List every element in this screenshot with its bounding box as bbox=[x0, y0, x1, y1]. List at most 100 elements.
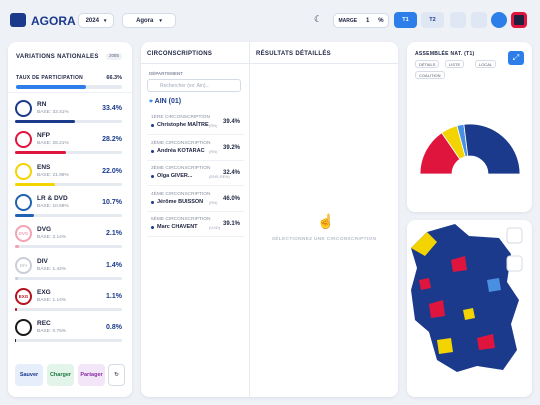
filter-chip[interactable]: LOCAL bbox=[475, 60, 497, 68]
party-base: BASE: 1.14% bbox=[37, 297, 67, 303]
party-track bbox=[15, 276, 122, 280]
item-value: 46.0% bbox=[222, 195, 240, 202]
party-track bbox=[15, 151, 122, 155]
party-logo bbox=[15, 100, 32, 117]
party-value: 10.7% bbox=[102, 198, 122, 206]
party-bar bbox=[15, 276, 18, 280]
candidate-dot bbox=[151, 124, 154, 127]
theme-toggle[interactable]: ☾ bbox=[314, 14, 323, 24]
circonscription-item[interactable]: 5ÈME CIRCONSCRIPTION Marc CHAVENT (UXD) 39.… bbox=[147, 214, 244, 237]
party-name: EXG bbox=[37, 288, 51, 296]
item-label: 5ÈME CIRCONSCRIPTION bbox=[151, 217, 211, 222]
circonscription-item[interactable]: 4ÈME CIRCONSCRIPTION Jérôme BUISSON (RN) 46… bbox=[147, 189, 244, 212]
party-value: 1.1% bbox=[106, 292, 122, 300]
year-select[interactable]: 2024 ▾ bbox=[78, 13, 114, 28]
party-base: BASE: 10.68% bbox=[37, 203, 69, 209]
party-logo: EXG bbox=[15, 287, 32, 305]
map-region bbox=[419, 278, 431, 290]
filter-chip[interactable]: COALITION bbox=[415, 71, 445, 79]
margin-value[interactable]: 1 bbox=[365, 17, 370, 24]
badge: 2085 bbox=[106, 53, 123, 60]
party-name: NFP bbox=[37, 132, 50, 140]
hemicycle bbox=[419, 123, 521, 175]
load-button[interactable]: Charger bbox=[47, 364, 74, 386]
map-panel bbox=[407, 220, 532, 397]
department-name: ⌖ AIN (01) bbox=[149, 98, 182, 105]
search-placeholder: Rechercher (ex: Ain)... bbox=[160, 83, 210, 89]
party-base: BASE: 21.98% bbox=[37, 172, 69, 178]
candidate-name: Andréa KOTARAC bbox=[157, 147, 205, 154]
item-value: 39.2% bbox=[222, 144, 240, 151]
party-name: ENS bbox=[37, 163, 51, 171]
party-track bbox=[15, 307, 122, 311]
round1-button[interactable]: T1 bbox=[394, 12, 417, 28]
map-region bbox=[411, 232, 437, 256]
party-value: 1.4% bbox=[106, 261, 122, 269]
party-value: 22.0% bbox=[102, 167, 122, 175]
hand-icon: ☝ bbox=[317, 213, 335, 229]
circonscription-item[interactable]: 1ÈRE CIRCONSCRIPTION Christophe MAÎTRE (RN… bbox=[147, 112, 244, 135]
party-name: RN bbox=[37, 101, 47, 108]
map-region bbox=[477, 334, 495, 350]
party-value: 28.2% bbox=[102, 136, 122, 144]
filter-chip[interactable]: DÉTAILS bbox=[415, 60, 440, 68]
column-divider bbox=[249, 42, 250, 397]
candidate-name: Marc CHAVENT bbox=[157, 224, 198, 230]
map bbox=[411, 224, 523, 372]
department-text: AIN (01) bbox=[154, 98, 182, 105]
candidate-name: Olga GIVER... bbox=[157, 173, 193, 179]
help-button[interactable] bbox=[491, 12, 507, 28]
party-name: LR & DVD bbox=[37, 194, 68, 202]
logo-text: AGORA bbox=[31, 14, 76, 28]
circonscription-item[interactable]: 3ÈME CIRCONSCRIPTION Olga GIVER... (ENS-RE… bbox=[147, 163, 244, 186]
candidate-name: Christophe MAÎTRE bbox=[157, 122, 209, 128]
screen-button[interactable] bbox=[511, 12, 527, 28]
party-track bbox=[15, 213, 122, 217]
reset-button[interactable]: ↻ bbox=[108, 364, 125, 386]
chips: DÉTAILS LISTE LOCAL COALITION bbox=[415, 60, 507, 84]
save-button[interactable]: Sauver bbox=[15, 364, 43, 386]
left-panel: VARIATIONS NATIONALES 2085 TAUX DE PARTI… bbox=[8, 42, 132, 397]
party-logo bbox=[15, 319, 32, 337]
item-label: 1ÈRE CIRCONSCRIPTION bbox=[151, 115, 210, 120]
party-name: REC bbox=[37, 320, 51, 328]
margin-box: MARGE 1% bbox=[333, 13, 389, 28]
item-value: 32.4% bbox=[222, 170, 240, 176]
round2-button[interactable]: T2 bbox=[421, 12, 444, 28]
circonscription-item[interactable]: 2ÈME CIRCONSCRIPTION Andréa KOTARAC (RN) 39… bbox=[147, 138, 244, 161]
hemicycle-segment bbox=[463, 123, 521, 175]
party-value: 33.4% bbox=[102, 105, 122, 112]
candidate-dot bbox=[151, 200, 154, 204]
item-label: 3ÈME CIRCONSCRIPTION bbox=[151, 166, 211, 171]
party-track bbox=[15, 339, 122, 343]
assembly-title: ASSEMBLÉE NAT. (T1) bbox=[415, 51, 475, 57]
participation-bar bbox=[16, 85, 87, 89]
expand-button[interactable]: ⤢ bbox=[508, 51, 524, 65]
candidate-name: Jérôme BUISSON bbox=[157, 198, 204, 205]
party-base: BASE: 1.42% bbox=[37, 266, 67, 272]
party-base: BASE: 2.14% bbox=[37, 235, 67, 241]
department-label: DÉPARTEMENT bbox=[149, 71, 183, 76]
party-logo bbox=[15, 193, 32, 211]
share-button[interactable]: Partager bbox=[78, 364, 105, 386]
source-select[interactable]: Agora ▾ bbox=[122, 13, 176, 28]
party-base: BASE: 33.41% bbox=[37, 110, 69, 115]
item-value: 39.4% bbox=[222, 119, 240, 125]
map-region bbox=[429, 300, 445, 318]
header-divider bbox=[141, 63, 398, 64]
map-fullscreen-button[interactable] bbox=[506, 255, 523, 272]
party-bar bbox=[15, 245, 19, 249]
map-region bbox=[451, 256, 467, 272]
search-input[interactable]: Rechercher (ex: Ain)... bbox=[147, 79, 241, 92]
map-locate-button[interactable] bbox=[506, 227, 523, 244]
middle-panel: CIRCONSCRIPTIONS RÉSULTATS DÉTAILLÉS DÉP… bbox=[141, 42, 398, 397]
margin-unit: % bbox=[378, 17, 384, 24]
candidate-dot bbox=[151, 149, 154, 153]
party-logo: DIV bbox=[15, 256, 32, 274]
settings-button[interactable] bbox=[471, 12, 487, 28]
tag-button[interactable] bbox=[450, 12, 466, 28]
filter-chip[interactable]: LISTE bbox=[445, 60, 465, 68]
